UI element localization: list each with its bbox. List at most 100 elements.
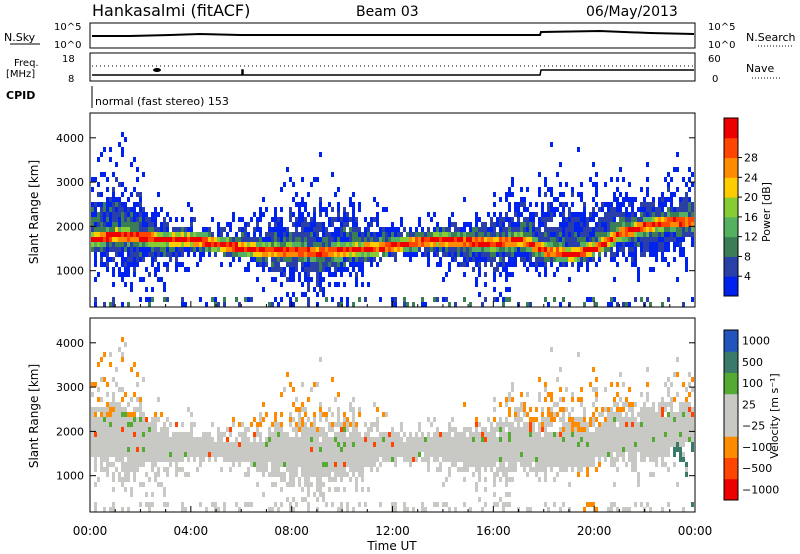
velocity-cell	[460, 437, 463, 442]
power-cell	[286, 237, 289, 242]
velocity-cell	[358, 452, 361, 457]
power-cell	[631, 212, 634, 217]
velocity-cell	[544, 417, 547, 422]
velocity-cell	[370, 422, 373, 427]
power-cell	[466, 242, 469, 247]
power-cell	[643, 207, 646, 212]
power-cell	[583, 302, 586, 307]
power-cell	[628, 197, 631, 202]
x-tick-label: 04:00	[174, 524, 209, 538]
power-cell	[349, 237, 352, 242]
power-cell	[127, 217, 130, 222]
power-cell	[121, 227, 124, 232]
power-cell	[295, 192, 298, 197]
velocity-cell	[232, 422, 235, 427]
power-cell	[517, 217, 520, 222]
velocity-cell	[127, 477, 130, 482]
velocity-cell	[319, 487, 322, 492]
velocity-cell	[529, 427, 532, 432]
power-cell	[148, 252, 151, 257]
velocity-cell	[658, 442, 661, 447]
velocity-cell	[145, 452, 148, 457]
velocity-cell	[478, 452, 481, 457]
velocity-cell	[136, 457, 139, 462]
velocity-cell	[616, 437, 619, 442]
velocity-cell	[109, 417, 112, 422]
power-cell	[256, 262, 259, 267]
power-cell	[493, 192, 496, 197]
velocity-cell	[688, 437, 691, 442]
velocity-cell	[352, 397, 355, 402]
velocity-cell	[106, 442, 109, 447]
power-cell	[640, 207, 643, 212]
power-cell	[640, 222, 643, 227]
power-cell	[247, 252, 250, 257]
power-cell	[529, 227, 532, 232]
velocity-cell	[406, 507, 409, 512]
power-cell	[133, 247, 136, 252]
velocity-cell	[307, 477, 310, 482]
power-cell	[577, 212, 580, 217]
power-cell	[295, 297, 298, 302]
power-cell	[577, 257, 580, 262]
velocity-cell	[622, 427, 625, 432]
power-cell	[109, 247, 112, 252]
power-cell	[529, 247, 532, 252]
power-cell	[367, 282, 370, 287]
velocity-cell	[592, 462, 595, 467]
power-cell	[463, 222, 466, 227]
power-cell	[502, 247, 505, 252]
velocity-cell	[169, 457, 172, 462]
velocity-cell	[94, 442, 97, 447]
velocity-cell	[586, 462, 589, 467]
velocity-cell	[523, 402, 526, 407]
power-cell	[454, 247, 457, 252]
power-cell	[307, 302, 310, 307]
velocity-cell	[631, 417, 634, 422]
velocity-cell	[499, 402, 502, 407]
velocity-cell	[130, 412, 133, 417]
power-cell	[133, 207, 136, 212]
power-cell	[121, 302, 124, 307]
velocity-cell	[301, 457, 304, 462]
velocity-cell	[577, 447, 580, 452]
velocity-cell	[283, 442, 286, 447]
velocity-cell	[124, 437, 127, 442]
velocity-cell	[148, 447, 151, 452]
power-cell	[499, 257, 502, 262]
velocity-cell	[145, 427, 148, 432]
velocity-cell	[94, 452, 97, 457]
power-cell	[649, 202, 652, 207]
power-cell	[610, 237, 613, 242]
velocity-cell	[91, 382, 94, 387]
power-cell	[340, 297, 343, 302]
velocity-cell	[496, 452, 499, 457]
velocity-cell	[232, 442, 235, 447]
velocity-cell	[118, 442, 121, 447]
velocity-cell	[244, 472, 247, 477]
power-cell	[607, 207, 610, 212]
velocity-cell	[313, 492, 316, 497]
velocity-cell	[376, 407, 379, 412]
velocity-cell	[640, 457, 643, 462]
power-cell	[397, 227, 400, 232]
power-cell	[142, 172, 145, 177]
velocity-cell	[463, 442, 466, 447]
power-cell	[157, 237, 160, 242]
power-cell	[556, 197, 559, 202]
velocity-cell	[247, 447, 250, 452]
power-cell	[541, 237, 544, 242]
power-cell	[256, 217, 259, 222]
velocity-cell	[442, 437, 445, 442]
velocity-cell	[442, 447, 445, 452]
velocity-cell	[349, 407, 352, 412]
colorbar-segment	[724, 197, 738, 218]
power-cell	[568, 302, 571, 307]
power-cell	[358, 237, 361, 242]
velocity-cell	[613, 502, 616, 507]
power-cell	[559, 192, 562, 197]
power-cell	[280, 227, 283, 232]
power-cell	[274, 222, 277, 227]
power-cell	[112, 222, 115, 227]
power-cell	[661, 227, 664, 232]
